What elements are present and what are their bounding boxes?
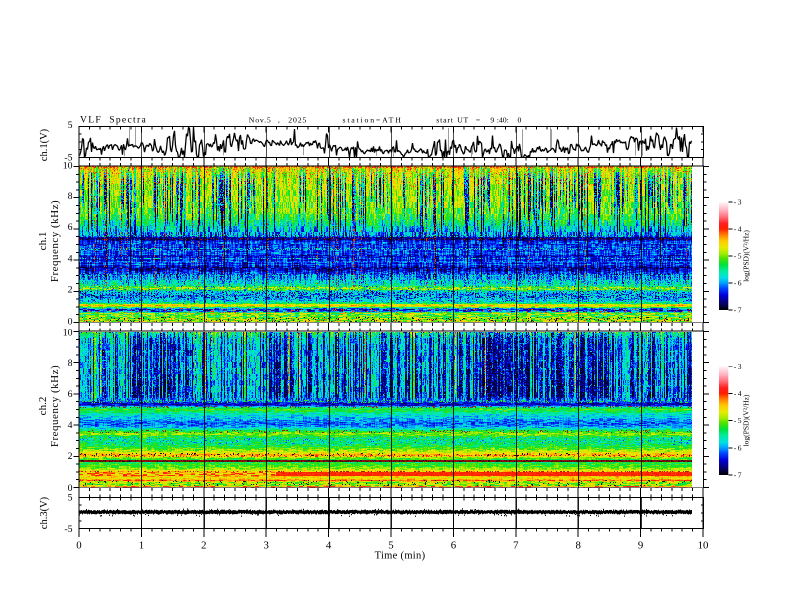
svg-text:0: 0 [76, 540, 81, 552]
svg-text:2025: 2025 [288, 115, 307, 124]
svg-text::40:: :40: [497, 115, 509, 124]
svg-text:2: 2 [68, 285, 73, 296]
svg-text:8: 8 [575, 540, 580, 552]
svg-text:Time (min): Time (min) [375, 551, 426, 562]
svg-text:,: , [278, 115, 280, 124]
svg-text:3: 3 [263, 540, 268, 552]
svg-text:4: 4 [326, 540, 332, 552]
svg-text:VLF: VLF [80, 115, 102, 126]
svg-text:10: 10 [698, 540, 709, 552]
svg-text:5: 5 [388, 540, 393, 552]
svg-text:0: 0 [68, 317, 73, 328]
svg-text:=: = [476, 115, 481, 124]
svg-text:start: start [436, 115, 453, 124]
svg-text:2: 2 [201, 540, 206, 552]
svg-text:- 4: - 4 [734, 389, 742, 398]
svg-text:Nov.5: Nov.5 [249, 115, 272, 124]
svg-text:7: 7 [513, 540, 519, 552]
svg-text:6: 6 [68, 222, 73, 233]
svg-text:- 5: - 5 [734, 416, 742, 425]
svg-text:0: 0 [68, 483, 73, 494]
svg-text:4: 4 [68, 253, 73, 264]
svg-text:ch.1: ch.1 [37, 232, 49, 251]
svg-text:-5: -5 [64, 524, 72, 535]
svg-text:UT: UT [457, 115, 469, 124]
svg-text:station=ATH: station=ATH [343, 115, 403, 124]
svg-text:9: 9 [638, 540, 643, 552]
svg-text:6: 6 [451, 540, 457, 552]
svg-text:- 5: - 5 [734, 252, 742, 261]
svg-text:- 6: - 6 [734, 443, 742, 452]
svg-text:log(PSD)(V²/Hz): log(PSD)(V²/Hz) [742, 230, 751, 282]
svg-text:- 7: - 7 [734, 471, 742, 480]
svg-text:- 3: - 3 [734, 198, 742, 207]
svg-text:9: 9 [490, 115, 494, 124]
svg-text:10: 10 [63, 328, 73, 339]
svg-text:Frequency (kHz): Frequency (kHz) [49, 365, 61, 447]
svg-text:5: 5 [68, 493, 73, 504]
svg-text:8: 8 [68, 358, 73, 369]
svg-text:6: 6 [68, 389, 73, 400]
svg-text:Spectra: Spectra [109, 115, 147, 126]
svg-text:1: 1 [139, 540, 144, 552]
svg-text:Frequency (kHz): Frequency (kHz) [49, 200, 61, 282]
svg-text:4: 4 [68, 420, 73, 431]
svg-text:log(PSD)(V²/Hz): log(PSD)(V²/Hz) [742, 394, 751, 446]
svg-text:8: 8 [68, 191, 73, 202]
svg-text:ch.1(V): ch.1(V) [39, 128, 50, 161]
svg-text:- 4: - 4 [734, 225, 742, 234]
svg-text:ch.2: ch.2 [37, 397, 49, 416]
svg-text:- 6: - 6 [734, 279, 742, 288]
svg-text:2: 2 [68, 451, 73, 462]
svg-text:- 3: - 3 [734, 362, 742, 371]
svg-text:0: 0 [518, 115, 522, 124]
svg-text:-5: -5 [64, 152, 72, 163]
svg-text:5: 5 [68, 120, 73, 131]
svg-text:ch.3(V): ch.3(V) [39, 496, 50, 529]
svg-text:10: 10 [63, 160, 73, 171]
svg-text:- 7: - 7 [734, 306, 742, 315]
